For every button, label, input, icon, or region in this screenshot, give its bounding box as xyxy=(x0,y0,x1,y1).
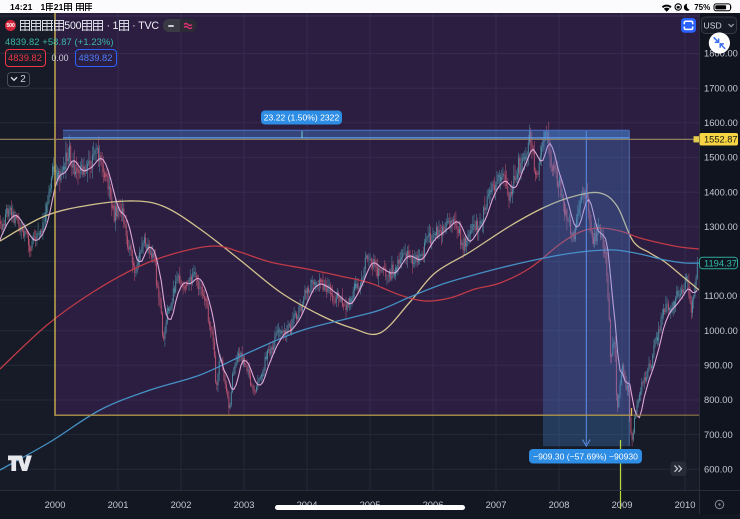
svg-text:1300.00: 1300.00 xyxy=(704,221,738,232)
svg-text:800.00: 800.00 xyxy=(704,394,733,405)
svg-text:1194.37: 1194.37 xyxy=(704,258,737,268)
svg-text:2003: 2003 xyxy=(234,499,255,510)
svg-text:1000.00: 1000.00 xyxy=(704,325,738,336)
svg-text:700.00: 700.00 xyxy=(704,429,733,440)
svg-text:2006: 2006 xyxy=(423,499,444,510)
svg-text:1700.00: 1700.00 xyxy=(704,82,738,93)
svg-text:900.00: 900.00 xyxy=(704,360,733,371)
svg-text:2010: 2010 xyxy=(675,499,696,510)
svg-text:2004: 2004 xyxy=(297,499,318,510)
svg-text:600.00: 600.00 xyxy=(704,464,733,475)
svg-text:1400.00: 1400.00 xyxy=(704,186,738,197)
svg-text:−909.30 (−57.69%) −90930: −909.30 (−57.69%) −90930 xyxy=(533,451,638,461)
svg-text:2007: 2007 xyxy=(486,499,507,510)
svg-text:2001: 2001 xyxy=(108,499,129,510)
svg-text:1500.00: 1500.00 xyxy=(704,152,738,163)
svg-text:1100.00: 1100.00 xyxy=(704,290,737,301)
svg-text:1600.00: 1600.00 xyxy=(704,117,738,128)
svg-text:2002: 2002 xyxy=(171,499,192,510)
svg-text:23.22 (1.50%) 2322: 23.22 (1.50%) 2322 xyxy=(264,112,340,122)
svg-text:2009: 2009 xyxy=(612,499,633,510)
svg-text:1552.87: 1552.87 xyxy=(704,135,738,145)
svg-text:USD: USD xyxy=(704,20,722,30)
svg-text:2008: 2008 xyxy=(549,499,570,510)
svg-text:75%: 75% xyxy=(694,3,710,12)
svg-text:2005: 2005 xyxy=(360,499,381,510)
svg-text:2000: 2000 xyxy=(45,499,66,510)
